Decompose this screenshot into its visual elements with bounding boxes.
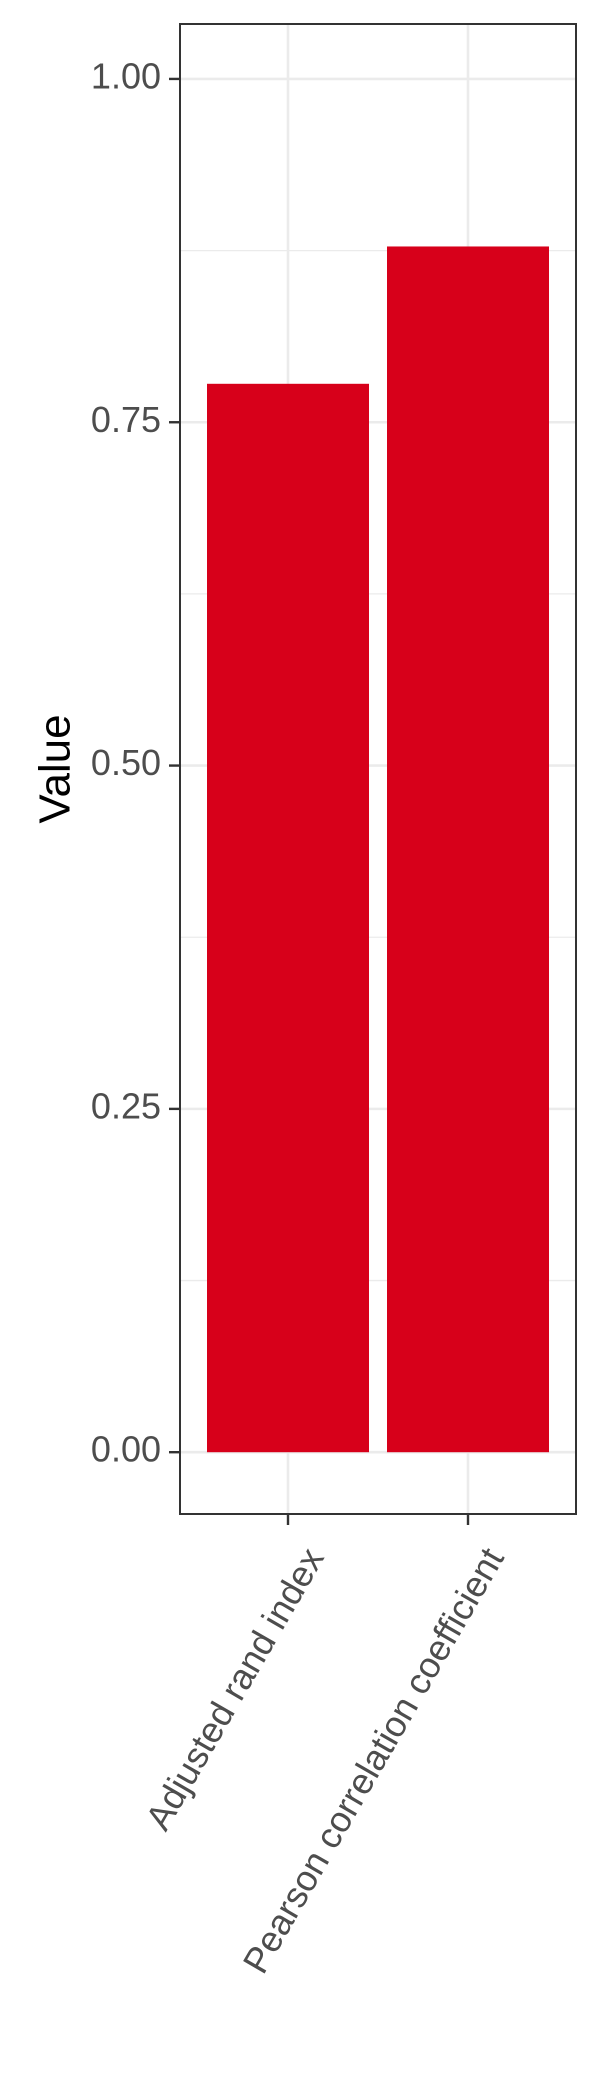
y-tick-label: 0.50: [91, 742, 161, 783]
y-tick-label: 0.75: [91, 399, 161, 440]
y-tick-label: 0.25: [91, 1085, 161, 1126]
panel-border: [179, 23, 577, 1515]
bars: [207, 246, 549, 1453]
y-axis-title: Value: [31, 714, 80, 823]
bar: [207, 383, 369, 1453]
x-tick-label: Adjusted rand index: [137, 1541, 332, 1837]
y-tick-label: 0.00: [91, 1429, 161, 1470]
y-tick-label: 1.00: [91, 55, 161, 96]
bar: [387, 246, 549, 1453]
